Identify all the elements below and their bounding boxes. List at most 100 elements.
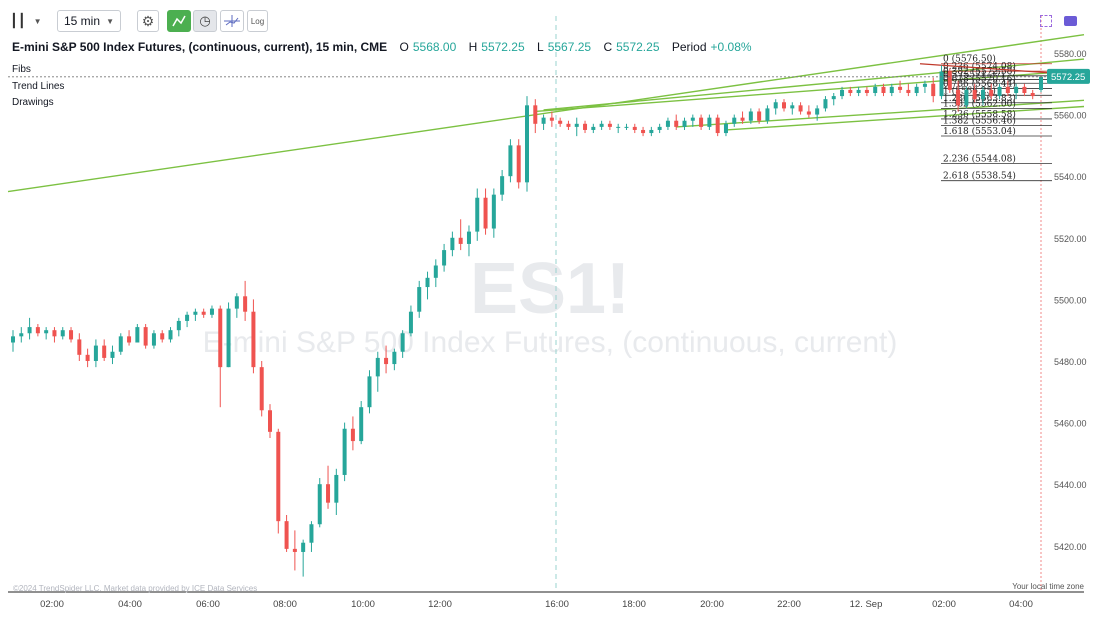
candle-body — [483, 197, 488, 229]
candle-body — [757, 111, 762, 121]
candle-body — [815, 108, 820, 115]
chart-type-button[interactable]: ┃┃ ▼ — [10, 10, 52, 32]
layer-trend-lines[interactable]: Trend Lines — [12, 80, 65, 92]
candle-body — [1039, 76, 1043, 90]
candle-body — [566, 123, 571, 127]
candle-body — [201, 311, 206, 315]
expand-icon[interactable] — [1040, 15, 1052, 27]
candle-body — [972, 89, 977, 100]
candle-body — [848, 89, 853, 94]
candle-body — [873, 86, 878, 94]
candle-body — [276, 431, 281, 522]
candle-body — [243, 296, 248, 312]
candle-body — [723, 123, 728, 134]
candle-body — [268, 410, 272, 432]
open-value: 5568.00 — [412, 40, 457, 54]
log-scale-button[interactable]: Log — [247, 10, 268, 32]
replay-button[interactable]: ◷ — [193, 10, 217, 32]
candle-body — [35, 327, 40, 334]
open-label: O — [399, 40, 409, 54]
layer-drawings[interactable]: Drawings — [12, 97, 54, 108]
crosshair-button[interactable] — [220, 10, 244, 32]
trend-icon — [172, 15, 186, 27]
candle-body — [193, 311, 198, 315]
candle-body — [359, 407, 364, 442]
candle-body — [641, 129, 646, 134]
candle-body — [632, 126, 637, 130]
y-tick-label: 5480.00 — [1054, 357, 1087, 367]
candle-body — [939, 71, 944, 97]
candle-body — [69, 330, 74, 340]
candle-body — [748, 111, 753, 121]
trend-mode-button[interactable] — [167, 10, 191, 32]
candle-body — [408, 311, 413, 334]
candle-body — [317, 484, 322, 525]
timezone-label[interactable]: Your local time zone — [1012, 582, 1084, 591]
candle-body — [549, 117, 554, 121]
fib-level-label: 0 (5576.50) — [943, 54, 996, 65]
layer-fibs[interactable]: Fibs — [12, 64, 31, 75]
high-label: H — [468, 40, 478, 54]
candle-body — [989, 89, 994, 97]
x-tick-label: 12. Sep — [850, 599, 883, 610]
low-label: L — [537, 40, 544, 54]
y-tick-label: 5560.00 — [1054, 111, 1087, 121]
candle-body — [508, 145, 513, 177]
candle-body — [500, 176, 505, 195]
candle-body — [52, 330, 57, 337]
candle-body — [458, 237, 463, 244]
candle-body — [773, 102, 778, 109]
chevron-down-icon: ▼ — [33, 16, 42, 26]
candle-body — [956, 89, 961, 106]
candle-body — [732, 117, 737, 124]
candle-body — [699, 117, 704, 127]
candle-body — [475, 197, 480, 232]
candle-body — [690, 117, 695, 121]
x-tick-label: 06:00 — [196, 599, 220, 610]
candle-body — [176, 320, 181, 331]
candle-body — [583, 123, 588, 130]
symbol-watermark: ES1! E-mini S&P 500 Index Futures, (cont… — [203, 249, 898, 359]
candle-body — [665, 120, 670, 127]
clock-icon: ◷ — [199, 13, 211, 28]
candle-body — [234, 296, 239, 309]
candle-body — [135, 327, 140, 343]
x-tick-label: 08:00 — [273, 599, 297, 610]
price-tag — [1047, 68, 1090, 84]
log-label: Log — [250, 16, 265, 26]
drawing-layers: Fibs Trend Lines Drawings — [12, 62, 64, 112]
candle-body — [400, 333, 405, 352]
candle-body — [516, 145, 521, 183]
candle-body — [657, 126, 662, 130]
candle-body — [77, 339, 82, 355]
chart-legend: E-mini S&P 500 Index Futures, (continuou… — [12, 40, 752, 54]
low-value: 5567.25 — [547, 40, 592, 54]
settings-button[interactable]: ⚙ — [137, 10, 159, 32]
fib-level-label: 0.236 (5574.08) — [943, 61, 1016, 72]
candle-body — [541, 117, 546, 124]
candle-body — [60, 330, 65, 337]
candle-body — [160, 333, 165, 340]
candle-body — [533, 105, 538, 124]
candle-body — [1022, 86, 1027, 94]
candle-body — [209, 308, 214, 315]
candle-body — [607, 123, 612, 127]
candle-body — [433, 265, 438, 278]
candle-body — [350, 428, 355, 442]
candle-body — [898, 86, 903, 90]
camera-icon[interactable] — [1064, 16, 1077, 26]
fib-level-label: 0.382 (5572.58) — [943, 66, 1016, 77]
candle-body — [44, 330, 49, 334]
candle-body — [831, 96, 836, 100]
fib-level-label: 1.618 (5553.04) — [943, 126, 1016, 137]
fib-level-label: 1 (5566.25) — [943, 85, 996, 96]
candle-body — [334, 474, 339, 503]
candle-body — [93, 345, 98, 361]
top-toolbar: ┃┃ ▼ 15 min ▼ ⚙ ◷ Log — [0, 0, 1100, 40]
y-tick-label: 5540.00 — [1054, 172, 1087, 182]
timeframe-select[interactable]: 15 min ▼ — [57, 10, 121, 32]
candle-body — [27, 327, 32, 334]
period-label: Period — [671, 40, 707, 54]
candle-body — [806, 111, 811, 115]
